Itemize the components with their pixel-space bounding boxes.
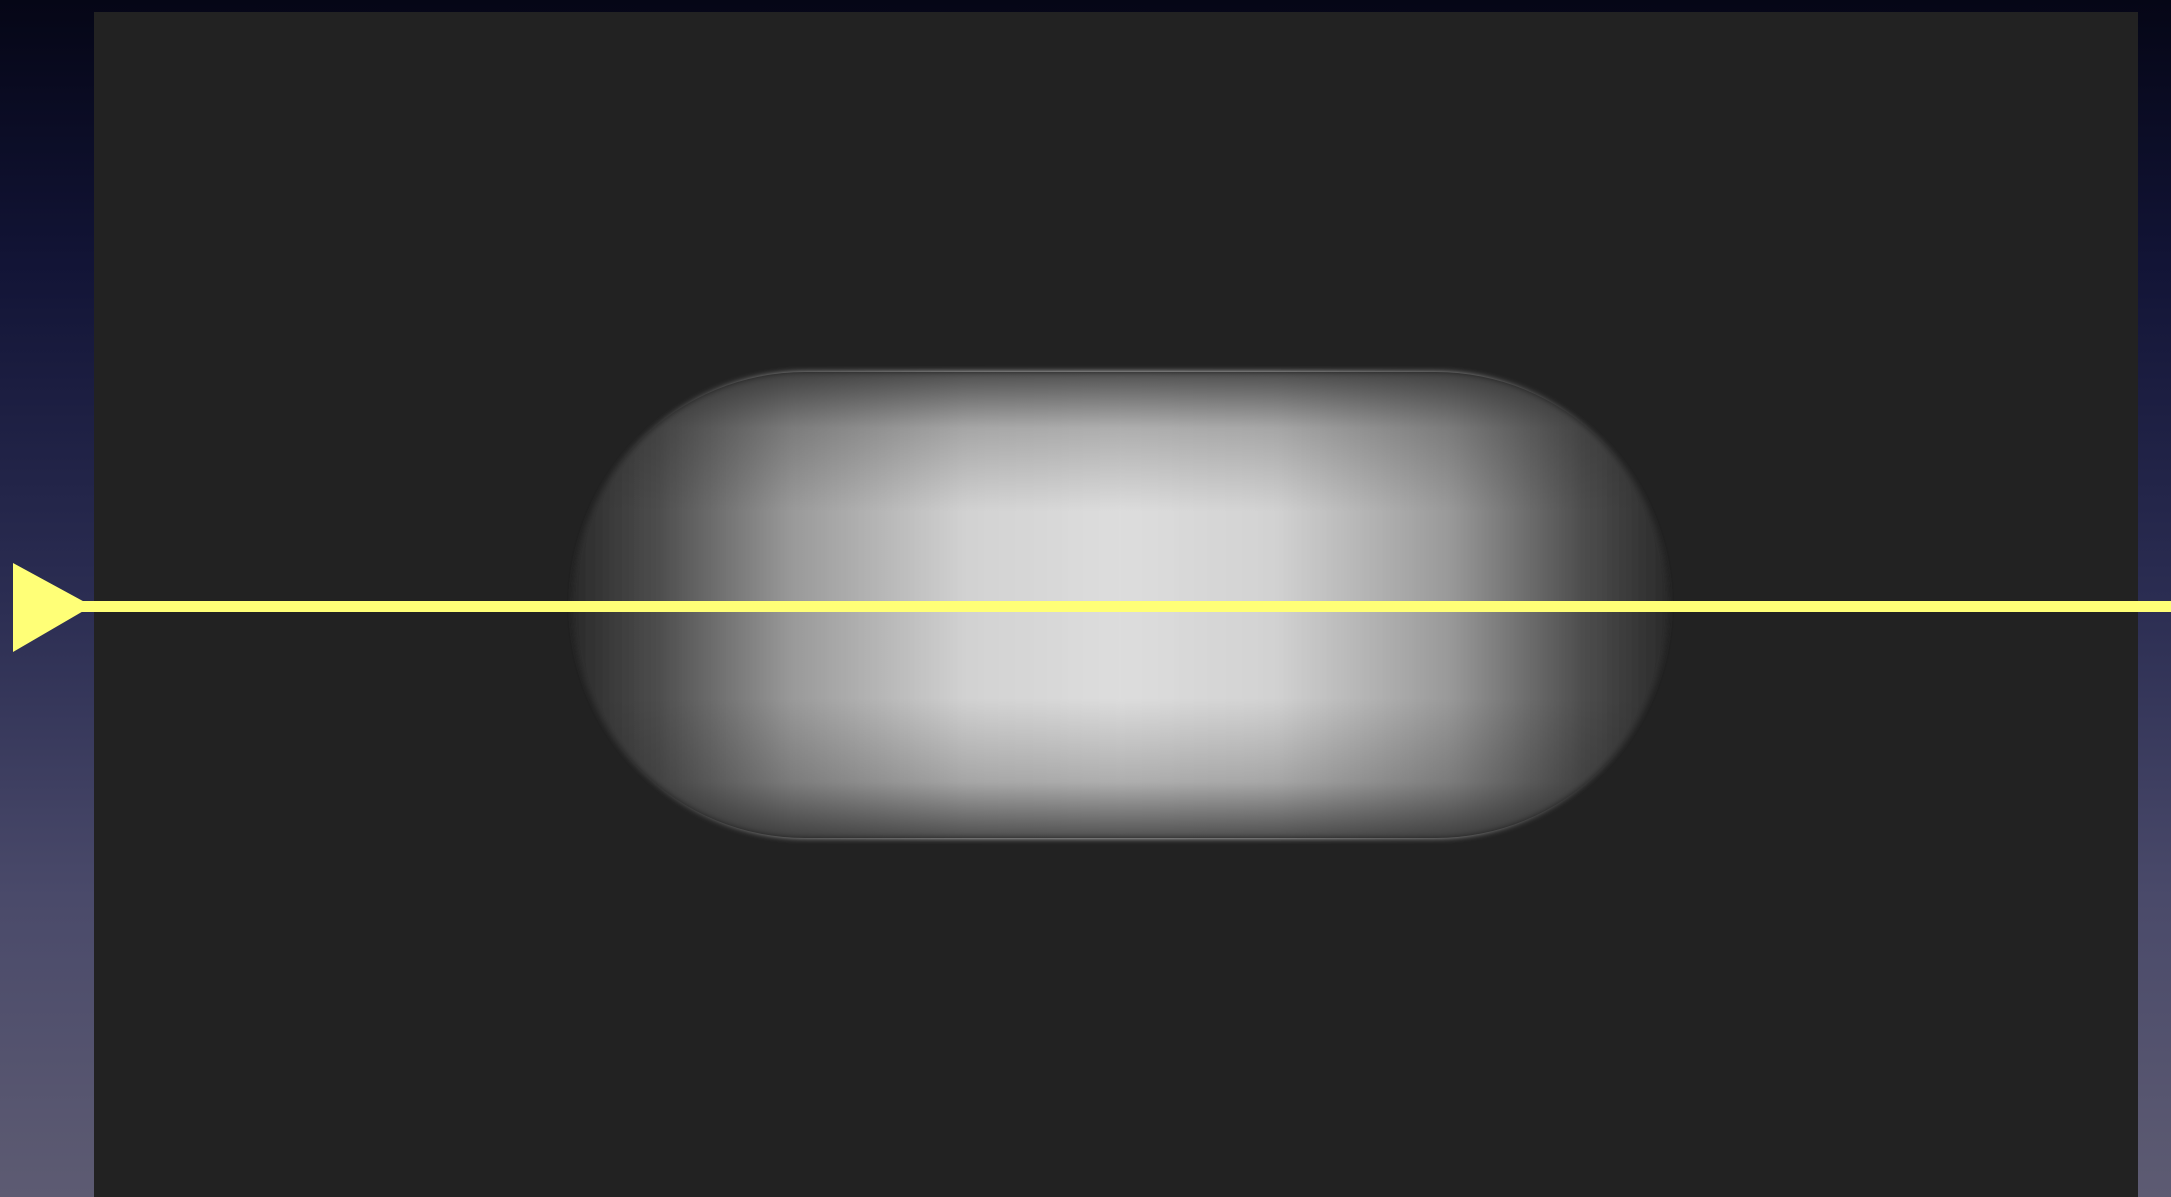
ray-arrow (13, 563, 2171, 652)
arrowhead-icon (13, 563, 92, 652)
ray-line (78, 601, 2171, 612)
